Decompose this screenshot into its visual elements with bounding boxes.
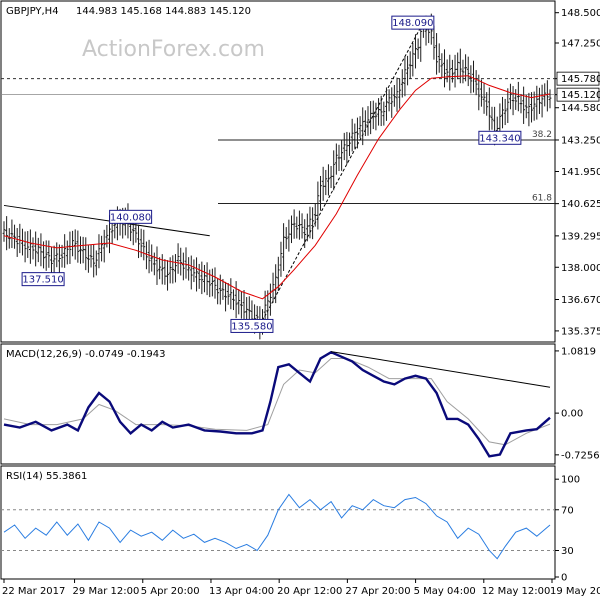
price-labels: 148.090 140.080 137.510 135.580 143.340 (21, 15, 522, 333)
price-axis-badge (556, 87, 600, 102)
swing-label: 143.340 (479, 133, 520, 144)
price-tick-label: 141.950 (561, 167, 600, 178)
price-tick-label: 143.250 (561, 135, 600, 146)
swing-label: 137.510 (22, 275, 63, 286)
chart-ohlc: 144.983 145.168 144.883 145.120 (76, 6, 251, 17)
price-level-lines: 38.2 61.8 (1, 78, 555, 205)
macd-tick-label: 1.0819 (561, 346, 596, 357)
rsi-panel: RSI(14) 55.3861 100 70 30 0 (0, 465, 580, 584)
rsi-panel-frame (0, 465, 556, 580)
swing-label-box (21, 272, 65, 287)
chart-symbol: GBPJPY,H4 (6, 6, 59, 17)
swing-label: 135.580 (231, 321, 272, 332)
price-panel: ActionForex.com GBPJPY,H4 144.983 145.16… (0, 0, 600, 343)
swing-label-box (230, 318, 274, 333)
time-tick-label: 12 May 12:00 (482, 586, 551, 597)
time-tick-label: 27 Apr 20:00 (345, 586, 410, 597)
price-tick-label: 147.250 (561, 39, 600, 50)
rsi-lines (1, 493, 555, 560)
time-tick-label: 20 Apr 12:00 (277, 586, 342, 597)
macd-axis: 1.0819 0.00 -0.7256 (555, 346, 600, 461)
fibonacci-label: 61.8 (532, 194, 552, 204)
time-tick-label: 19 May 20:00 (550, 586, 600, 597)
swing-label-box (109, 209, 153, 224)
swing-label-box (478, 130, 522, 145)
rsi-tick-label: 30 (561, 546, 574, 557)
macd-panel-frame (0, 343, 556, 465)
price-axis: 148.500 147.250 145.780 145.120 144.580 143.2… (555, 8, 600, 337)
price-tick-label: 144.580 (561, 103, 600, 114)
price-moving-average (3, 75, 551, 300)
macd-tick-label: -0.7256 (561, 450, 600, 461)
time-tick-label: 5 Apr 20:00 (141, 586, 200, 597)
macd-panel: MACD(12,26,9) -0.0749 -0.1943 1.0819 0.00… (0, 343, 600, 465)
rsi-tick-label: 70 (561, 505, 574, 516)
macd-line (3, 350, 551, 458)
rsi-title: RSI(14) 55.3861 (6, 471, 87, 482)
watermark: ActionForex.com (82, 37, 265, 62)
price-trendline (3, 204, 210, 237)
time-tick-label: 22 Mar 2017 (2, 586, 65, 597)
swing-label: 148.090 (392, 18, 433, 29)
time-tick-label: 13 Apr 04:00 (209, 586, 274, 597)
price-trendline (259, 27, 422, 326)
rsi-tick-label: 0 (561, 573, 567, 584)
price-tick-label: 139.295 (561, 231, 600, 242)
moving-average-line (3, 75, 551, 300)
price-tick-label: 145.120 (561, 90, 600, 101)
price-tick-label: 148.500 (561, 8, 600, 19)
swing-label: 140.080 (110, 212, 151, 223)
macd-signal-line (3, 358, 551, 446)
price-tick-label: 138.000 (561, 263, 600, 274)
time-axis: 22 Mar 2017 29 Mar 12:00 5 Apr 20:00 13 Apr… (2, 579, 600, 597)
price-tick-label: 135.375 (561, 326, 600, 337)
time-tick-label: 29 Mar 12:00 (73, 586, 140, 597)
time-tick-label: 5 May 04:00 (414, 586, 476, 597)
fibonacci-label: 38.2 (532, 130, 552, 140)
macd-title: MACD(12,26,9) -0.0749 -0.1943 (6, 349, 166, 360)
price-tick-label: 136.670 (561, 295, 600, 306)
price-tick-label: 145.780 (561, 74, 600, 85)
swing-label-box (391, 15, 435, 30)
rsi-axis: 100 70 30 0 (555, 475, 580, 584)
rsi-line (3, 493, 551, 560)
macd-tick-label: 0.00 (561, 409, 583, 420)
price-axis-badge (556, 71, 600, 86)
macd-trendline (330, 351, 551, 388)
price-trendlines (3, 27, 422, 326)
rsi-tick-label: 100 (561, 475, 580, 486)
macd-lines (3, 350, 551, 458)
price-tick-label: 140.625 (561, 199, 600, 210)
